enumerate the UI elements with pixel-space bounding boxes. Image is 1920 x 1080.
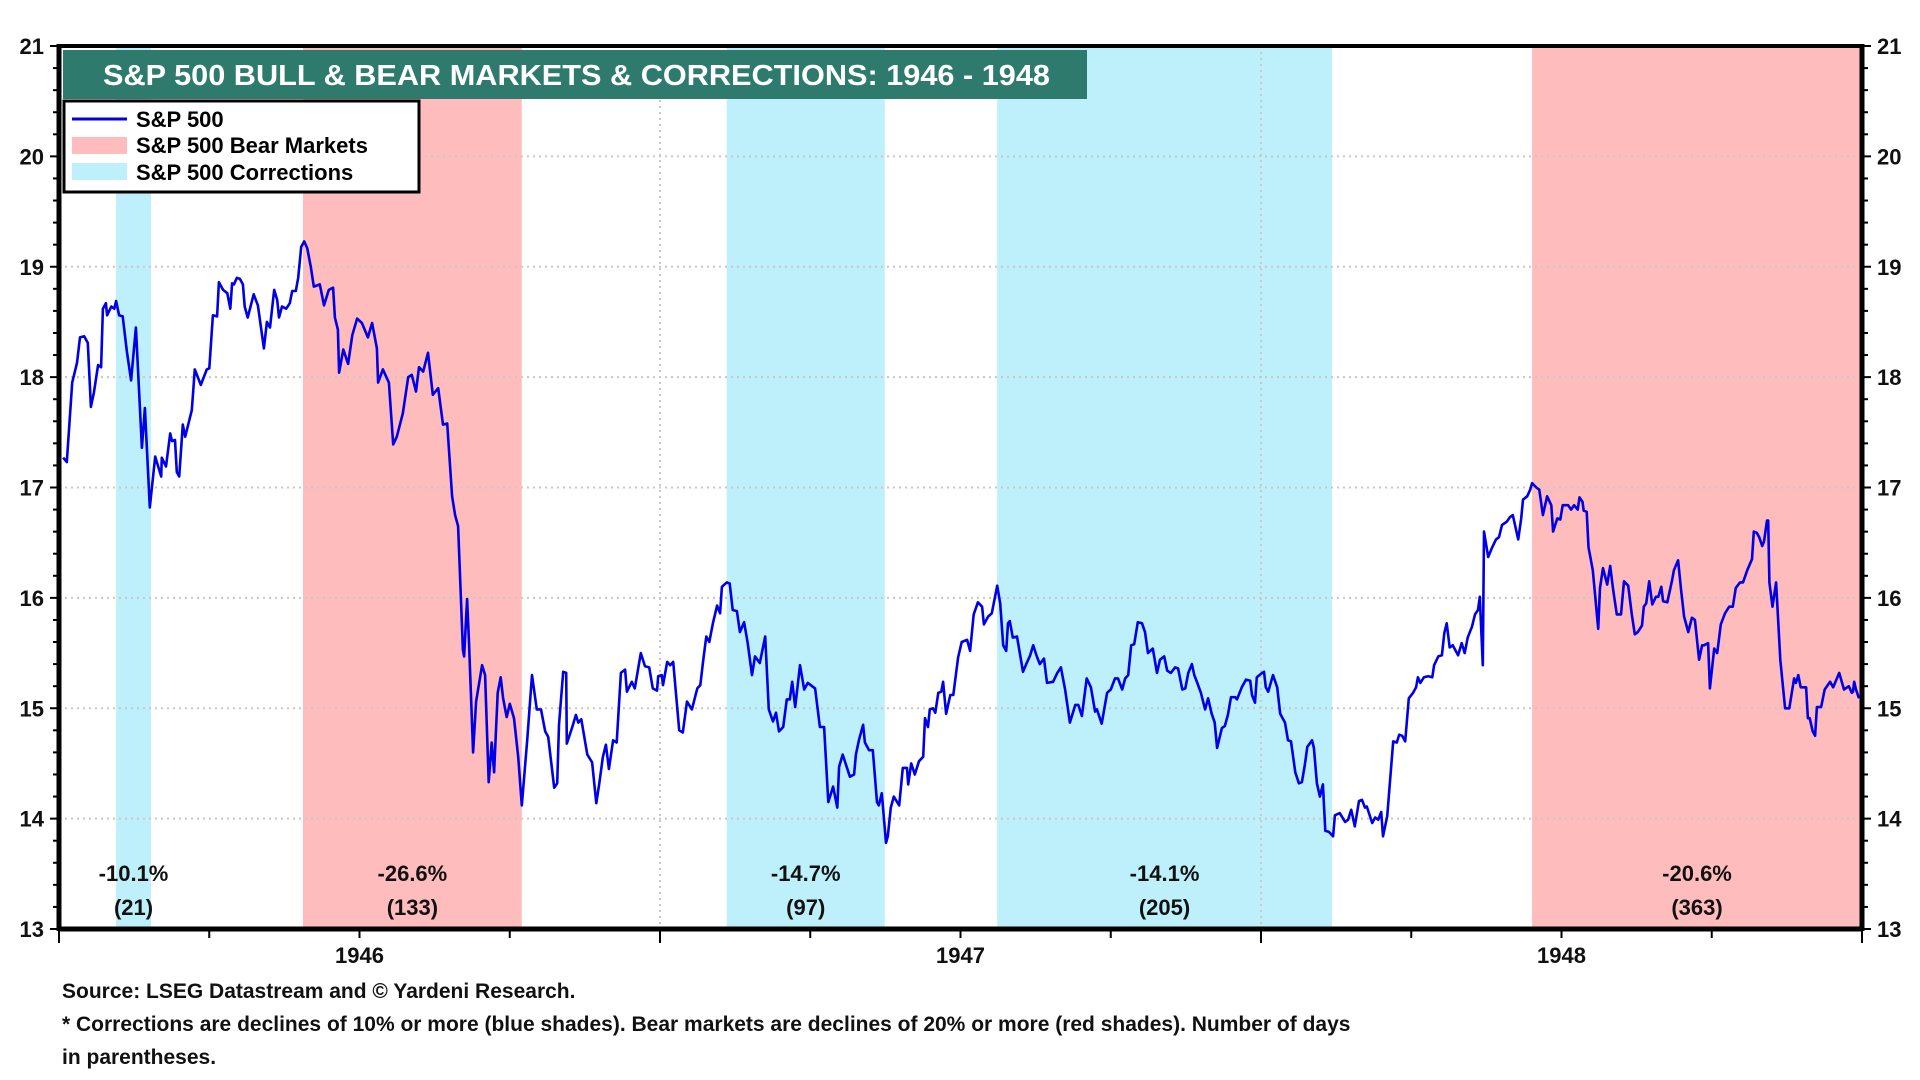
legend-bear-swatch <box>72 137 127 154</box>
axes: 13 13 14 14 15 15 16 16 17 17 18 18 19 19 20 20 21 21 1946… <box>20 34 1903 968</box>
left-y-tick-label: 19 <box>20 255 44 280</box>
left-y-tick-label: 21 <box>20 34 44 59</box>
right-y-tick-label: 19 <box>1877 255 1901 280</box>
gridlines <box>59 46 1862 929</box>
chart-title: S&P 500 BULL & BEAR MARKETS & CORRECTION… <box>103 60 1050 92</box>
decline-pct-label: -14.1% <box>1130 861 1200 886</box>
definition-note-line-2: in parentheses. <box>62 1046 217 1069</box>
left-y-tick-label: 14 <box>20 807 45 832</box>
left-y-tick-label: 16 <box>20 586 44 611</box>
duration-days-label: (21) <box>114 895 153 920</box>
right-y-tick-label: 18 <box>1877 365 1901 390</box>
x-year-label: 1948 <box>1537 943 1586 968</box>
right-y-tick-label: 21 <box>1877 34 1901 59</box>
left-y-tick-label: 17 <box>20 476 44 501</box>
legend: S&P 500 S&P 500 Bear Markets S&P 500 Cor… <box>62 99 421 194</box>
series-layer <box>62 240 1861 845</box>
title-background <box>63 50 1087 99</box>
period-annotations: -10.1% (21) -26.6% (133) -14.7% (97) -14.1% (20… <box>99 861 1732 920</box>
right-y-tick-label: 20 <box>1877 144 1901 169</box>
duration-days-label: (363) <box>1671 895 1722 920</box>
decline-pct-label: -10.1% <box>99 861 169 886</box>
legend-label-corrections: S&P 500 Corrections <box>136 160 353 185</box>
sp500-line <box>62 240 1861 845</box>
x-year-label: 1946 <box>335 943 384 968</box>
duration-days-label: (133) <box>387 895 438 920</box>
x-year-label: 1947 <box>936 943 985 968</box>
left-y-tick-label: 18 <box>20 365 44 390</box>
duration-days-label: (97) <box>786 895 825 920</box>
right-y-tick-label: 13 <box>1877 917 1901 942</box>
decline-pct-label: -20.6% <box>1662 861 1732 886</box>
definition-note-line-1: * Corrections are declines of 10% or mor… <box>62 1013 1351 1036</box>
right-y-tick-label: 16 <box>1877 586 1901 611</box>
left-y-tick-label: 20 <box>20 144 44 169</box>
chart-title-box: S&P 500 BULL & BEAR MARKETS & CORRECTION… <box>63 50 1087 99</box>
duration-days-label: (205) <box>1139 895 1190 920</box>
left-y-tick-label: 13 <box>20 917 44 942</box>
right-y-tick-label: 15 <box>1877 696 1901 721</box>
right-y-tick-label: 17 <box>1877 476 1901 501</box>
decline-pct-label: -14.7% <box>771 861 841 886</box>
right-y-tick-label: 14 <box>1877 807 1902 832</box>
decline-pct-label: -26.6% <box>378 861 448 886</box>
left-y-tick-label: 15 <box>20 696 44 721</box>
legend-correction-swatch <box>72 163 127 180</box>
source-note: Source: LSEG Datastream and © Yardeni Re… <box>62 980 576 1003</box>
legend-label-bear-markets: S&P 500 Bear Markets <box>136 133 368 158</box>
legend-label-sp500: S&P 500 <box>136 107 224 132</box>
